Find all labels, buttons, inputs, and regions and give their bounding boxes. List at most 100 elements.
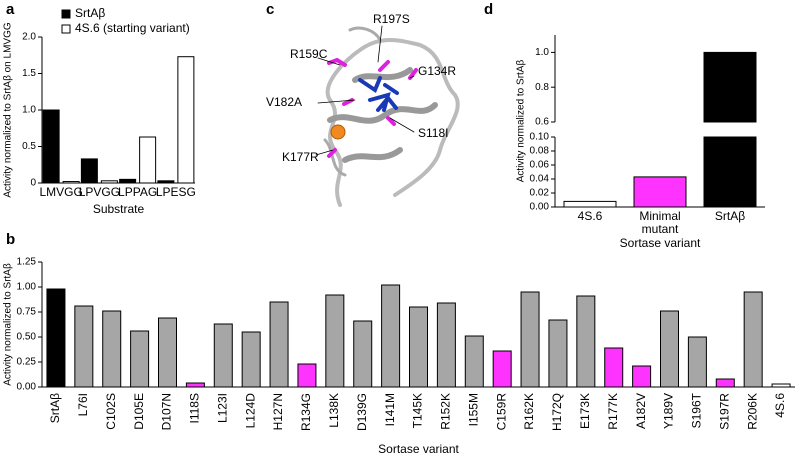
bar <box>687 336 707 388</box>
x-tick-label: I118S <box>188 393 202 423</box>
y-tick-label: 0.5 <box>22 141 36 152</box>
panel-letter: b <box>6 231 15 248</box>
y-tick-label: 0.75 <box>17 307 37 318</box>
y-tick-label: 0.04 <box>530 174 550 185</box>
bar <box>100 180 118 184</box>
bar <box>715 378 735 388</box>
x-tick-label: T145K <box>411 393 425 428</box>
x-tick-label: LPVGG <box>79 185 120 199</box>
x-tick-label: LMVGG <box>39 185 82 199</box>
structure-label: G134R <box>418 64 456 78</box>
panel-letter: a <box>6 1 15 18</box>
y-axis-label: Activity normalized to SrtAβ <box>516 60 527 183</box>
y-tick-label: 0.10 <box>530 132 550 143</box>
x-tick-label: D105E <box>132 393 146 430</box>
x-tick-label: Minimal mutant <box>639 209 680 236</box>
bar <box>158 317 177 388</box>
structure-label: R159C <box>290 47 328 61</box>
y-tick-label: 0.02 <box>530 188 550 199</box>
bar <box>563 200 617 208</box>
y-tick-label: 1.00 <box>17 282 37 293</box>
x-tick-label: SrtAβ <box>715 209 745 223</box>
structure-label: S118I <box>418 126 448 140</box>
bar <box>464 335 484 388</box>
legend-label: SrtAβ <box>75 6 105 20</box>
x-tick-label: LPPAG <box>118 185 157 199</box>
x-tick-label: I141M <box>383 393 397 426</box>
bar <box>139 136 157 184</box>
y-tick-label: 1.0 <box>535 47 549 58</box>
x-tick-label: R206K <box>745 393 759 430</box>
x-tick-label: S197R <box>717 393 731 430</box>
bar <box>633 176 687 208</box>
bar <box>213 323 233 388</box>
x-tick-label: 4S.6 <box>773 393 787 418</box>
structure-label: R197S <box>373 12 410 26</box>
bar <box>436 302 456 388</box>
bar <box>604 347 624 388</box>
y-tick-label: 1.25 <box>17 257 37 268</box>
x-tick-label: R152K <box>439 393 453 430</box>
structure-label: V182A <box>266 95 302 109</box>
x-tick-label: R177K <box>606 393 620 430</box>
x-tick-label: L138K <box>327 393 341 428</box>
bar <box>353 320 373 388</box>
y-tick-label: 0.6 <box>535 117 549 128</box>
x-tick-label: L123I <box>215 393 229 423</box>
x-tick-label: C102S <box>104 393 118 430</box>
bar <box>185 382 205 388</box>
y-tick-label: 0 <box>30 178 36 189</box>
bar <box>74 305 94 388</box>
x-axis-label: Sortase variant <box>620 236 701 250</box>
bar <box>119 178 137 184</box>
x-tick-label: LPESG <box>156 185 196 199</box>
x-tick-label: E173K <box>578 393 592 429</box>
x-tick-label: C159R <box>494 393 508 431</box>
bar <box>62 181 80 184</box>
bar <box>80 158 98 184</box>
bar <box>576 295 596 388</box>
protein-structure <box>315 25 460 207</box>
x-tick-label: Y189V <box>662 393 676 429</box>
x-axis-label: Substrate <box>93 202 145 216</box>
bar <box>46 288 66 388</box>
bar <box>520 291 540 388</box>
y-tick-label: 0.08 <box>530 146 550 157</box>
x-tick-label: L124D <box>243 393 257 429</box>
x-tick-label: D139G <box>355 393 369 431</box>
y-tick-label: 1.5 <box>22 68 36 79</box>
bar <box>297 363 317 388</box>
y-tick-label: 0.06 <box>530 160 550 171</box>
y-tick-label: 0.25 <box>17 357 37 368</box>
x-tick-label: H172Q <box>550 393 564 431</box>
x-tick-label: L76I <box>76 393 90 416</box>
bar <box>703 136 757 208</box>
legend-label: 4S.6 (starting variant) <box>75 21 190 35</box>
x-tick-label: 4S.6 <box>578 209 603 223</box>
x-tick-label: SrtAβ <box>48 393 62 423</box>
bar <box>409 306 428 388</box>
bar <box>743 291 763 388</box>
x-tick-label: D107N <box>160 393 174 430</box>
y-tick-label: 2.0 <box>22 32 36 43</box>
bar <box>269 301 289 388</box>
bar <box>632 365 652 388</box>
bar <box>177 56 195 184</box>
bar <box>241 331 261 388</box>
panel-letter: c <box>266 1 274 18</box>
bar <box>771 383 791 388</box>
bar <box>130 330 150 388</box>
bar <box>157 180 175 184</box>
bar <box>660 310 679 388</box>
y-tick-label: 0.00 <box>17 382 37 393</box>
legend-swatch <box>61 24 71 34</box>
structure-label: K177R <box>282 150 319 164</box>
y-tick-label: 0.50 <box>17 332 37 343</box>
x-tick-label: R134G <box>299 393 313 431</box>
y-tick-label: 0.8 <box>535 82 549 93</box>
bar <box>703 51 757 123</box>
legend-swatch <box>61 9 71 19</box>
bar <box>102 310 122 388</box>
x-tick-label: R162K <box>522 393 536 430</box>
